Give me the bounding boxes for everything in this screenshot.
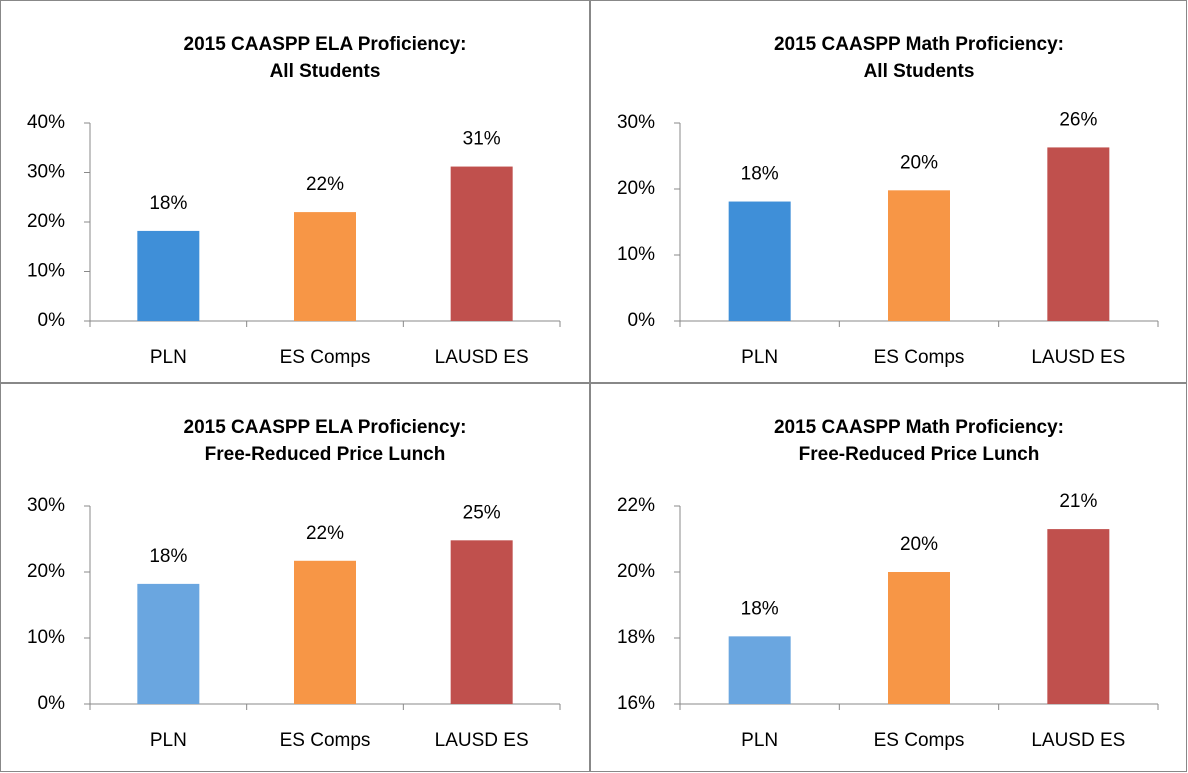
- y-tick-label: 22%: [617, 495, 655, 516]
- data-label: 18%: [149, 193, 187, 214]
- y-tick-label: 10%: [617, 244, 655, 265]
- y-tick-label: 40%: [27, 112, 65, 133]
- chart-title: 2015 CAASPP Math Proficiency:: [774, 34, 1064, 55]
- x-tick-label: LAUSD ES: [435, 730, 529, 751]
- bar: [137, 583, 200, 704]
- chart-title: All Students: [270, 61, 381, 82]
- x-tick-label: LAUSD ES: [435, 347, 529, 368]
- panel-border: [0, 383, 590, 772]
- x-tick-label: LAUSD ES: [1031, 347, 1125, 368]
- y-tick-label: 20%: [617, 178, 655, 199]
- y-tick-label: 30%: [27, 495, 65, 516]
- chart-title: All Students: [864, 61, 975, 82]
- bar: [728, 201, 791, 321]
- x-tick-label: PLN: [150, 730, 187, 751]
- data-label: 20%: [900, 152, 938, 173]
- data-label: 20%: [900, 534, 938, 555]
- bar: [1047, 147, 1110, 321]
- data-label: 25%: [463, 502, 501, 523]
- x-tick-label: PLN: [150, 347, 187, 368]
- x-tick-label: ES Comps: [280, 347, 371, 368]
- y-tick-label: 20%: [617, 561, 655, 582]
- y-tick-label: 20%: [27, 211, 65, 232]
- y-tick-label: 10%: [27, 261, 65, 282]
- y-tick-label: 0%: [628, 310, 656, 331]
- y-tick-label: 18%: [617, 627, 655, 648]
- data-label: 26%: [1059, 109, 1097, 130]
- data-label: 22%: [306, 174, 344, 195]
- data-label: 18%: [741, 164, 779, 185]
- data-label: 31%: [463, 129, 501, 150]
- chart-title: 2015 CAASPP ELA Proficiency:: [184, 34, 467, 55]
- y-tick-label: 20%: [27, 561, 65, 582]
- bar: [888, 572, 950, 704]
- bar: [294, 560, 356, 704]
- bar: [728, 636, 791, 704]
- bar: [294, 212, 356, 321]
- y-tick-label: 10%: [27, 627, 65, 648]
- data-label: 18%: [741, 598, 779, 619]
- x-tick-label: ES Comps: [280, 730, 371, 751]
- bar: [1047, 529, 1110, 704]
- panel-border: [590, 0, 1187, 383]
- bar: [450, 166, 513, 321]
- chart-title: Free-Reduced Price Lunch: [799, 444, 1040, 465]
- y-tick-label: 16%: [617, 693, 655, 714]
- panel-border: [0, 0, 590, 383]
- data-label: 22%: [306, 523, 344, 544]
- bar: [888, 190, 950, 321]
- y-tick-label: 30%: [617, 112, 655, 133]
- chart-title: Free-Reduced Price Lunch: [205, 444, 446, 465]
- panel-border: [590, 383, 1187, 772]
- bar: [450, 540, 513, 704]
- chart-title: 2015 CAASPP Math Proficiency:: [774, 417, 1064, 438]
- y-tick-label: 30%: [27, 162, 65, 183]
- bar: [137, 230, 200, 321]
- y-tick-label: 0%: [38, 310, 66, 331]
- chart-title: 2015 CAASPP ELA Proficiency:: [184, 417, 467, 438]
- y-tick-label: 0%: [38, 693, 66, 714]
- x-tick-label: ES Comps: [874, 347, 965, 368]
- x-tick-label: PLN: [741, 730, 778, 751]
- x-tick-label: ES Comps: [874, 730, 965, 751]
- data-label: 21%: [1059, 491, 1097, 512]
- x-tick-label: LAUSD ES: [1031, 730, 1125, 751]
- data-label: 18%: [149, 546, 187, 567]
- x-tick-label: PLN: [741, 347, 778, 368]
